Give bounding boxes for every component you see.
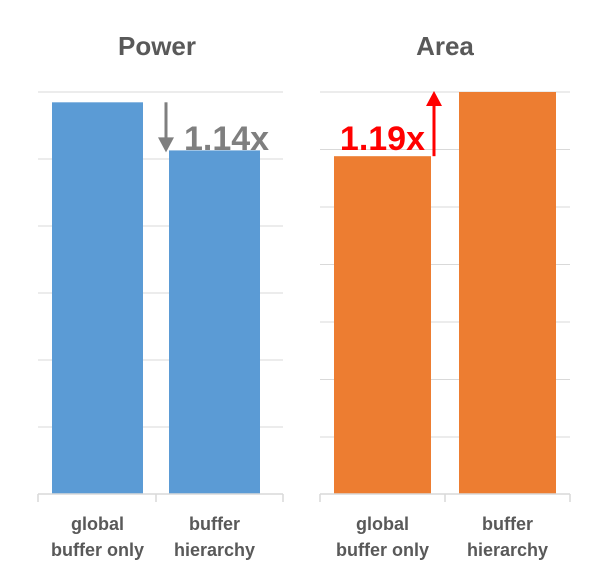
chart-title: Area [416,31,474,61]
x-tick-label: buffer hierarchy [467,514,548,560]
x-tick-label: global buffer only [51,514,144,560]
bar [334,156,431,494]
area-panel: Area global buffer only buffer hierarchy 1.19… [319,31,571,560]
bar [169,150,260,494]
bar [459,92,556,494]
chart-title: Power [118,31,196,61]
increase-arrow-head [426,91,442,106]
reduction-arrow-head [158,137,174,153]
x-tick-label: buffer hierarchy [174,514,255,560]
increase-label: 1.19x [340,120,425,158]
power-panel: Power global buffer only buffer hierarchy 1.1… [37,31,284,560]
bar [52,102,143,495]
x-tick-label: global buffer only [336,514,429,560]
reduction-label: 1.14x [184,120,269,158]
